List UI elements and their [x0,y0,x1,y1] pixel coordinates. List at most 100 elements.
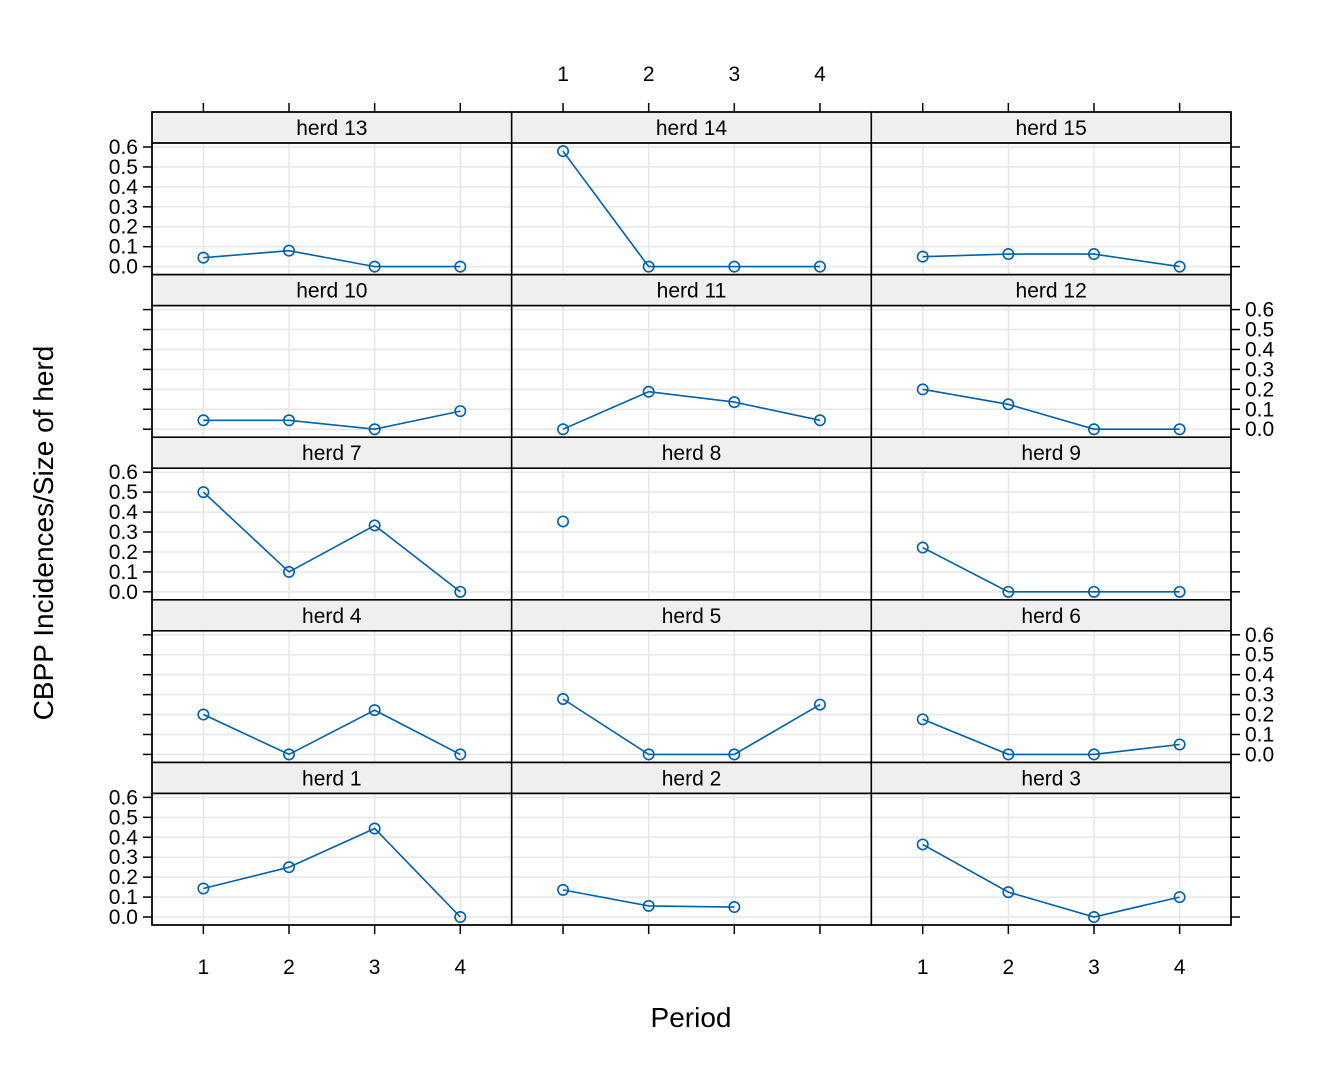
x-tick-label-bottom-c3-1: 2 [1003,956,1015,979]
data-point-p10-3 [368,423,381,436]
data-point-p14-1 [557,145,570,158]
panel-strip-label-5: herd 5 [662,605,722,628]
data-point-p7-1 [197,486,210,499]
x-tick-label-bottom-c3-3: 4 [1174,956,1186,979]
data-point-p3-2 [1002,886,1015,899]
data-point-p6-3 [1087,748,1100,761]
data-point-p10-2 [283,414,296,427]
y-tick-label-right-r4-3: 0.3 [1245,684,1274,707]
y-tick-label-right-r4-6: 0.6 [1245,624,1274,647]
data-point-p2-3 [728,901,741,914]
data-point-p14-2 [642,260,655,273]
series-line-15 [922,253,1180,268]
y-tick-label-right-r4-5: 0.5 [1245,644,1274,667]
panel-strip-label-8: herd 8 [662,442,722,465]
x-tick-label-top-0: 1 [557,63,569,86]
data-point-p5-4 [813,698,826,711]
data-point-p14-4 [813,260,826,273]
y-axis-title: CBPP Incidences/Size of herd [28,346,59,721]
data-point-p5-3 [728,748,741,761]
series-line-12 [922,388,1180,431]
y-tick-label-left-r5-4: 0.4 [109,826,139,849]
data-point-p11-3 [728,396,741,409]
data-point-p1-2 [283,861,296,874]
panel-strip-label-15: herd 15 [1016,117,1087,140]
series-line-11 [562,390,821,430]
data-point-p10-4 [454,405,467,418]
panel-frame-5 [510,630,873,764]
x-tick-label-bottom-c3-0: 1 [917,956,929,979]
series-line-3 [922,843,1180,918]
data-point-p11-1 [557,423,570,436]
data-point-p3-3 [1087,911,1100,924]
series-line-4 [203,709,461,756]
data-point-p15-1 [916,250,929,263]
y-tick-label-left-r5-2: 0.2 [109,866,138,889]
series-line-6 [922,718,1180,756]
x-tick-label-top-3: 4 [814,63,826,86]
y-tick-label-left-r1-2: 0.2 [109,216,138,239]
y-tick-label-left-r3-0: 0.0 [109,581,138,604]
panel-strip-14 [510,111,873,144]
y-tick-label-left-r5-3: 0.3 [109,846,138,869]
series-line-9 [922,546,1180,593]
data-point-p9-3 [1087,585,1100,598]
data-point-p2-1 [557,883,570,896]
x-tick-label-bottom-c3-2: 3 [1088,956,1100,979]
data-point-p15-3 [1087,248,1100,261]
y-tick-label-left-r5-6: 0.6 [109,786,138,809]
y-tick-label-left-r5-0: 0.0 [109,906,138,929]
series-line-10 [203,410,461,431]
data-point-p1-1 [197,882,210,895]
data-point-p6-2 [1002,748,1015,761]
data-point-p13-3 [368,260,381,273]
panel-strip-label-13: herd 13 [296,117,367,140]
panel-strip-label-4: herd 4 [302,605,362,628]
data-point-p5-2 [642,748,655,761]
y-tick-label-left-r5-1: 0.1 [109,886,138,909]
panel-frame-14 [510,142,873,276]
y-tick-label-left-r3-5: 0.5 [109,481,138,504]
x-tick-label-top-2: 3 [728,63,740,86]
data-point-p10-1 [197,414,210,427]
y-tick-label-right-r4-2: 0.2 [1245,704,1274,727]
panel-strip-11 [510,273,873,307]
data-point-p12-3 [1087,423,1100,436]
series-line-7 [202,491,461,593]
data-point-p8-1 [557,515,570,528]
data-point-p7-2 [283,565,296,578]
data-point-p4-2 [283,748,296,761]
y-tick-label-left-r5-5: 0.5 [109,806,138,829]
data-point-p14-3 [728,260,741,273]
x-tick-label-bottom-c1-0: 1 [198,956,210,979]
y-tick-label-right-r2-4: 0.4 [1245,338,1275,361]
data-point-p1-3 [368,822,381,835]
y-tick-label-right-r2-0: 0.0 [1245,418,1274,441]
panel-strip-label-12: herd 12 [1016,280,1087,303]
y-tick-label-right-r2-3: 0.3 [1245,358,1274,381]
panel-strip-label-14: herd 14 [656,117,728,140]
y-tick-label-left-r1-5: 0.5 [109,156,138,179]
data-point-p6-4 [1173,738,1186,751]
x-axis-title: Period [651,1002,732,1033]
series-line-1 [203,827,461,918]
panel-frame-10 [151,304,513,438]
series-line-14 [562,150,820,268]
panel-frame-8 [510,467,873,601]
data-point-p11-4 [813,414,826,427]
data-point-p4-3 [368,704,381,717]
y-tick-label-right-r2-6: 0.6 [1245,299,1274,322]
x-tick-label-bottom-c1-3: 4 [454,956,466,979]
data-point-p5-1 [557,692,570,705]
y-tick-label-left-r1-1: 0.1 [109,236,138,259]
data-point-p13-2 [283,244,296,257]
data-point-p12-4 [1173,423,1186,436]
series-line-5 [562,698,821,756]
data-point-p3-1 [916,838,929,851]
y-tick-label-right-r4-0: 0.0 [1245,743,1274,766]
data-point-p6-1 [916,713,929,726]
panel-strip-label-1: herd 1 [302,767,362,790]
outer-frame [151,111,1232,926]
y-tick-label-right-r2-2: 0.2 [1245,378,1274,401]
